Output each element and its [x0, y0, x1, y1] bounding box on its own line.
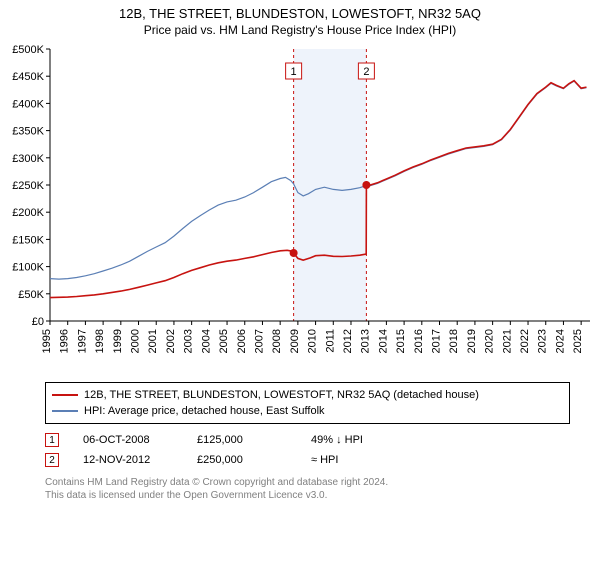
page-subtitle: Price paid vs. HM Land Registry's House … — [0, 23, 600, 37]
svg-text:£50K: £50K — [18, 289, 44, 301]
event-price: £250,000 — [197, 454, 287, 466]
svg-text:2000: 2000 — [130, 329, 142, 353]
svg-text:£250K: £250K — [12, 180, 44, 192]
event-row: 2 12-NOV-2012 £250,000 ≈ HPI — [45, 450, 570, 470]
event-relation: ≈ HPI — [311, 454, 401, 466]
svg-text:2014: 2014 — [377, 329, 389, 353]
legend: 12B, THE STREET, BLUNDESTON, LOWESTOFT, … — [45, 382, 570, 424]
footer-line-1: Contains HM Land Registry data © Crown c… — [45, 476, 570, 489]
event-price: £125,000 — [197, 434, 287, 446]
svg-text:1: 1 — [291, 66, 297, 78]
svg-text:2004: 2004 — [200, 329, 212, 353]
svg-text:£150K: £150K — [12, 234, 44, 246]
event-row: 1 06-OCT-2008 £125,000 49% ↓ HPI — [45, 430, 570, 450]
svg-text:2013: 2013 — [360, 329, 372, 353]
svg-text:1997: 1997 — [76, 329, 88, 353]
svg-text:2018: 2018 — [448, 329, 460, 353]
svg-text:1996: 1996 — [59, 329, 71, 353]
svg-text:2006: 2006 — [236, 329, 248, 353]
svg-text:£200K: £200K — [12, 207, 44, 219]
events-table: 1 06-OCT-2008 £125,000 49% ↓ HPI 2 12-NOV-201… — [45, 430, 570, 470]
chart-svg: £0 £50K £100K £150K £200K £250K £300K £350K £400… — [0, 41, 600, 376]
svg-text:2001: 2001 — [147, 329, 159, 353]
svg-text:£350K: £350K — [12, 126, 44, 138]
event-relation: 49% ↓ HPI — [311, 434, 401, 446]
svg-text:2019: 2019 — [466, 329, 478, 353]
svg-text:2009: 2009 — [289, 329, 301, 353]
svg-text:£400K: £400K — [12, 98, 44, 110]
svg-text:2008: 2008 — [271, 329, 283, 353]
svg-text:1998: 1998 — [94, 329, 106, 353]
svg-text:1995: 1995 — [41, 329, 53, 353]
event-date: 06-OCT-2008 — [83, 434, 173, 446]
event-date: 12-NOV-2012 — [83, 454, 173, 466]
svg-text:2022: 2022 — [519, 329, 531, 353]
legend-label: HPI: Average price, detached house, East… — [84, 405, 325, 417]
legend-swatch — [52, 410, 78, 412]
legend-swatch — [52, 394, 78, 396]
svg-text:2015: 2015 — [395, 329, 407, 353]
svg-text:£300K: £300K — [12, 153, 44, 165]
svg-text:2012: 2012 — [342, 329, 354, 353]
svg-text:2016: 2016 — [413, 329, 425, 353]
page-title: 12B, THE STREET, BLUNDESTON, LOWESTOFT, … — [0, 6, 600, 21]
price-chart: £0 £50K £100K £150K £200K £250K £300K £350K £400… — [0, 41, 600, 376]
footer-line-2: This data is licensed under the Open Gov… — [45, 489, 570, 502]
legend-label: 12B, THE STREET, BLUNDESTON, LOWESTOFT, … — [84, 389, 479, 401]
svg-text:2: 2 — [363, 66, 369, 78]
legend-item: 12B, THE STREET, BLUNDESTON, LOWESTOFT, … — [52, 387, 563, 403]
svg-text:2011: 2011 — [324, 329, 336, 353]
svg-text:2002: 2002 — [165, 329, 177, 353]
svg-text:2007: 2007 — [253, 329, 265, 353]
footer-attribution: Contains HM Land Registry data © Crown c… — [45, 476, 570, 502]
svg-text:£450K: £450K — [12, 71, 44, 83]
svg-text:£0: £0 — [32, 316, 44, 328]
svg-text:2005: 2005 — [218, 329, 230, 353]
svg-text:£100K: £100K — [12, 262, 44, 274]
legend-item: HPI: Average price, detached house, East… — [52, 403, 563, 419]
svg-text:2024: 2024 — [554, 329, 566, 353]
event-marker: 2 — [45, 453, 59, 467]
svg-text:2003: 2003 — [183, 329, 195, 353]
svg-text:£500K: £500K — [12, 44, 44, 56]
svg-text:2021: 2021 — [501, 329, 513, 353]
event-marker: 1 — [45, 433, 59, 447]
svg-text:2023: 2023 — [537, 329, 549, 353]
svg-text:2020: 2020 — [484, 329, 496, 353]
svg-text:1999: 1999 — [112, 329, 124, 353]
svg-text:2017: 2017 — [431, 329, 443, 353]
svg-text:2010: 2010 — [307, 329, 319, 353]
svg-text:2025: 2025 — [572, 329, 584, 353]
